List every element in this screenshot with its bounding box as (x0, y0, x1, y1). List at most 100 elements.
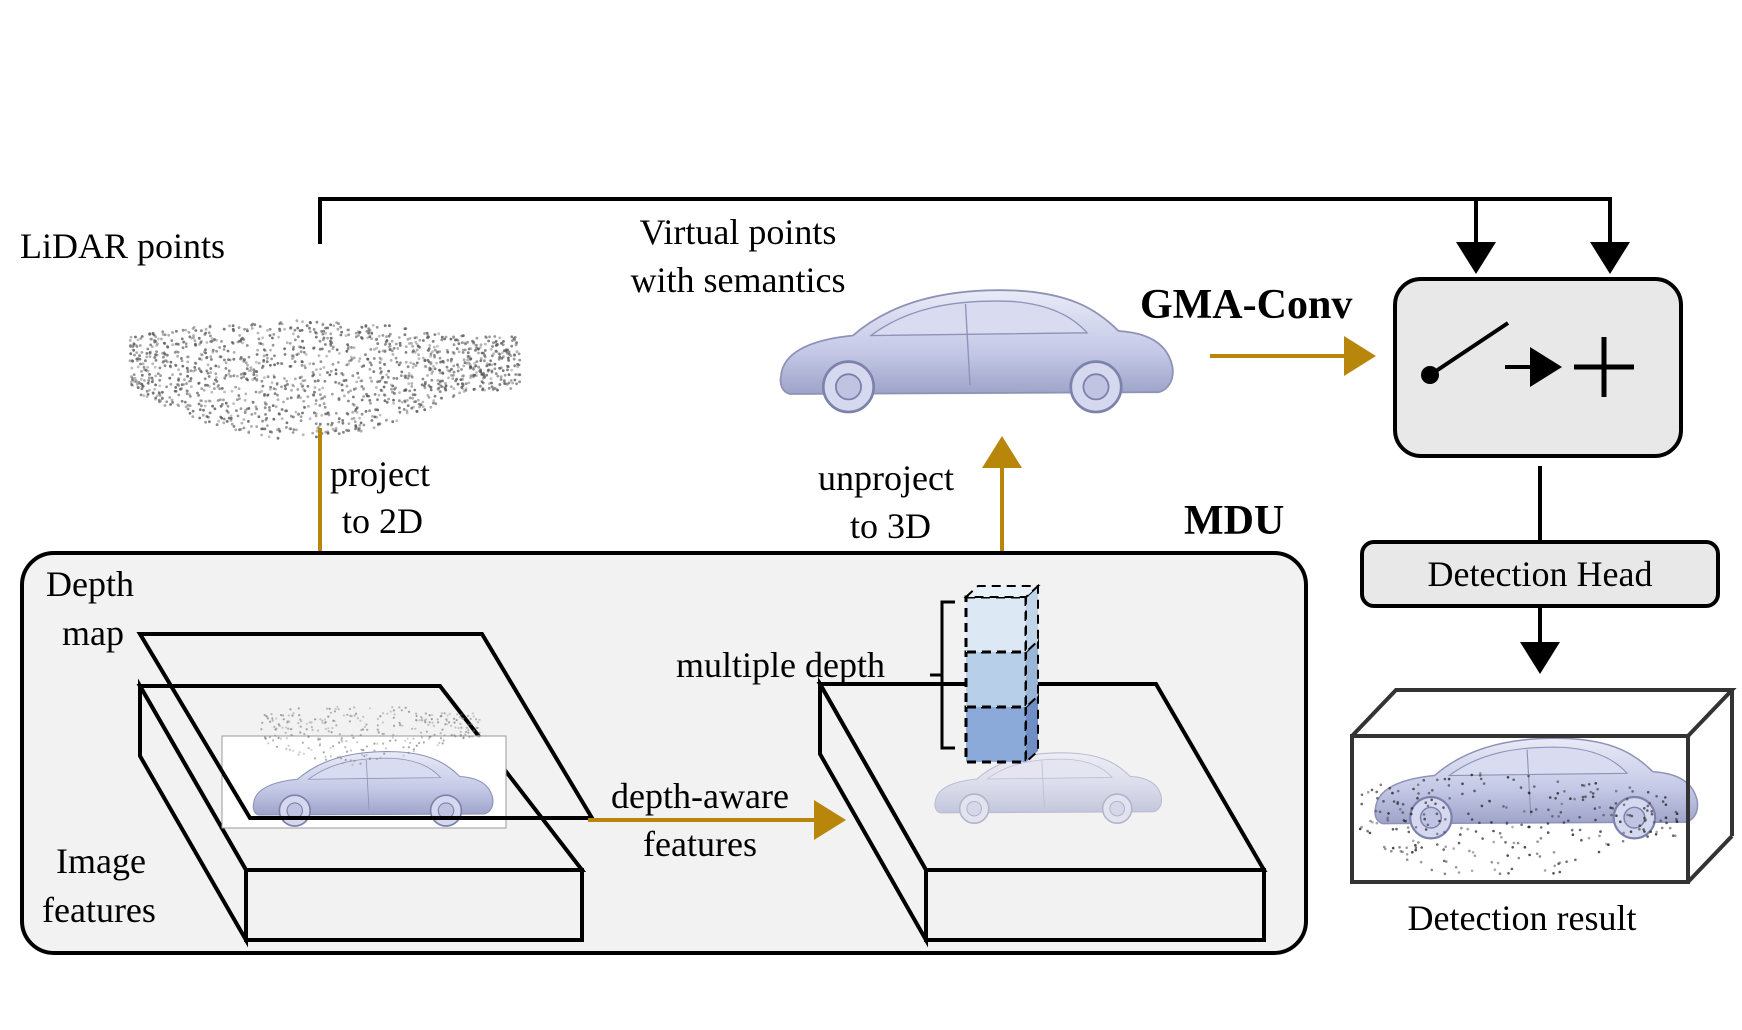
point-dot (144, 359, 147, 363)
point-dot (1412, 787, 1415, 791)
point-dot (353, 706, 356, 709)
point-dot (185, 389, 189, 393)
point-dot (288, 365, 292, 368)
point-dot (475, 727, 478, 730)
point-dot (478, 346, 482, 349)
point-dot (186, 374, 190, 378)
point-dot (283, 384, 287, 388)
point-dot (345, 384, 349, 388)
point-dot (334, 411, 338, 415)
point-dot (1399, 808, 1402, 811)
point-dot (260, 728, 263, 731)
depth-map-label-line1: Depth (46, 564, 134, 604)
point-dot (280, 417, 284, 420)
point-dot (442, 361, 446, 364)
point-dot (169, 382, 173, 386)
point-dot (138, 354, 142, 357)
point-dot (428, 368, 432, 372)
point-dot (132, 342, 136, 346)
point-dot (411, 393, 415, 397)
point-dot (1511, 825, 1514, 829)
point-dot (321, 386, 325, 390)
point-dot (338, 741, 341, 744)
point-dot (365, 723, 368, 726)
point-dot (292, 384, 295, 388)
point-dot (1416, 796, 1419, 800)
point-dot (215, 338, 218, 342)
point-dot (393, 713, 396, 716)
point-dot (128, 339, 132, 342)
point-dot (338, 741, 341, 744)
point-dot (355, 380, 359, 384)
point-dot (329, 344, 333, 347)
point-dot (379, 756, 382, 759)
point-dot (136, 382, 139, 386)
point-dot (239, 356, 243, 359)
point-dot (160, 337, 163, 341)
point-dot (220, 340, 223, 343)
point-dot (332, 719, 335, 722)
point-dot (313, 386, 317, 389)
point-dot (1474, 830, 1478, 833)
point-dot (1459, 833, 1462, 836)
point-dot (357, 429, 361, 432)
point-dot (166, 345, 170, 349)
point-dot (360, 728, 363, 732)
point-dot (337, 432, 341, 435)
point-dot (213, 387, 216, 390)
point-dot (1410, 807, 1414, 810)
point-dot (245, 367, 249, 370)
point-dot (228, 374, 232, 378)
point-dot (243, 327, 246, 331)
point-dot (469, 365, 472, 369)
point-dot (224, 361, 228, 365)
point-dot (347, 333, 351, 337)
point-dot (349, 359, 353, 362)
point-dot (466, 340, 469, 344)
point-dot (276, 436, 280, 440)
point-dot (512, 357, 516, 361)
point-dot (452, 352, 456, 356)
point-dot (163, 364, 167, 368)
point-dot (223, 390, 226, 394)
point-dot (144, 368, 148, 372)
point-dot (364, 410, 368, 413)
point-dot (1419, 860, 1423, 864)
point-dot (203, 333, 207, 336)
point-dot (252, 371, 256, 374)
point-dot (433, 394, 437, 398)
point-dot (374, 408, 378, 411)
point-dot (258, 325, 262, 328)
point-dot (474, 364, 478, 368)
point-dot (376, 380, 379, 384)
point-dot (1573, 797, 1576, 801)
point-dot (1482, 782, 1486, 785)
point-dot (428, 714, 431, 717)
point-dot (399, 723, 402, 726)
point-dot (483, 359, 486, 363)
point-dot (460, 334, 464, 338)
point-dot (261, 419, 264, 423)
point-dot (1386, 816, 1389, 820)
point-dot (1417, 792, 1420, 795)
point-dot (491, 341, 495, 345)
point-dot (1655, 830, 1658, 834)
point-dot (448, 721, 451, 724)
point-dot (204, 383, 207, 387)
point-dot (514, 343, 518, 347)
point-dot (518, 358, 522, 362)
point-dot (1395, 827, 1398, 831)
point-dot (373, 415, 377, 419)
point-dot (371, 414, 374, 418)
point-dot (188, 335, 192, 339)
point-dot (163, 404, 167, 407)
point-dot (338, 733, 341, 736)
point-dot (1611, 807, 1614, 810)
point-dot (180, 399, 184, 403)
point-dot (235, 409, 238, 412)
point-dot (462, 737, 465, 740)
point-dot (138, 344, 142, 347)
point-dot (386, 712, 389, 715)
point-dot (1405, 853, 1409, 856)
point-dot (229, 414, 233, 418)
